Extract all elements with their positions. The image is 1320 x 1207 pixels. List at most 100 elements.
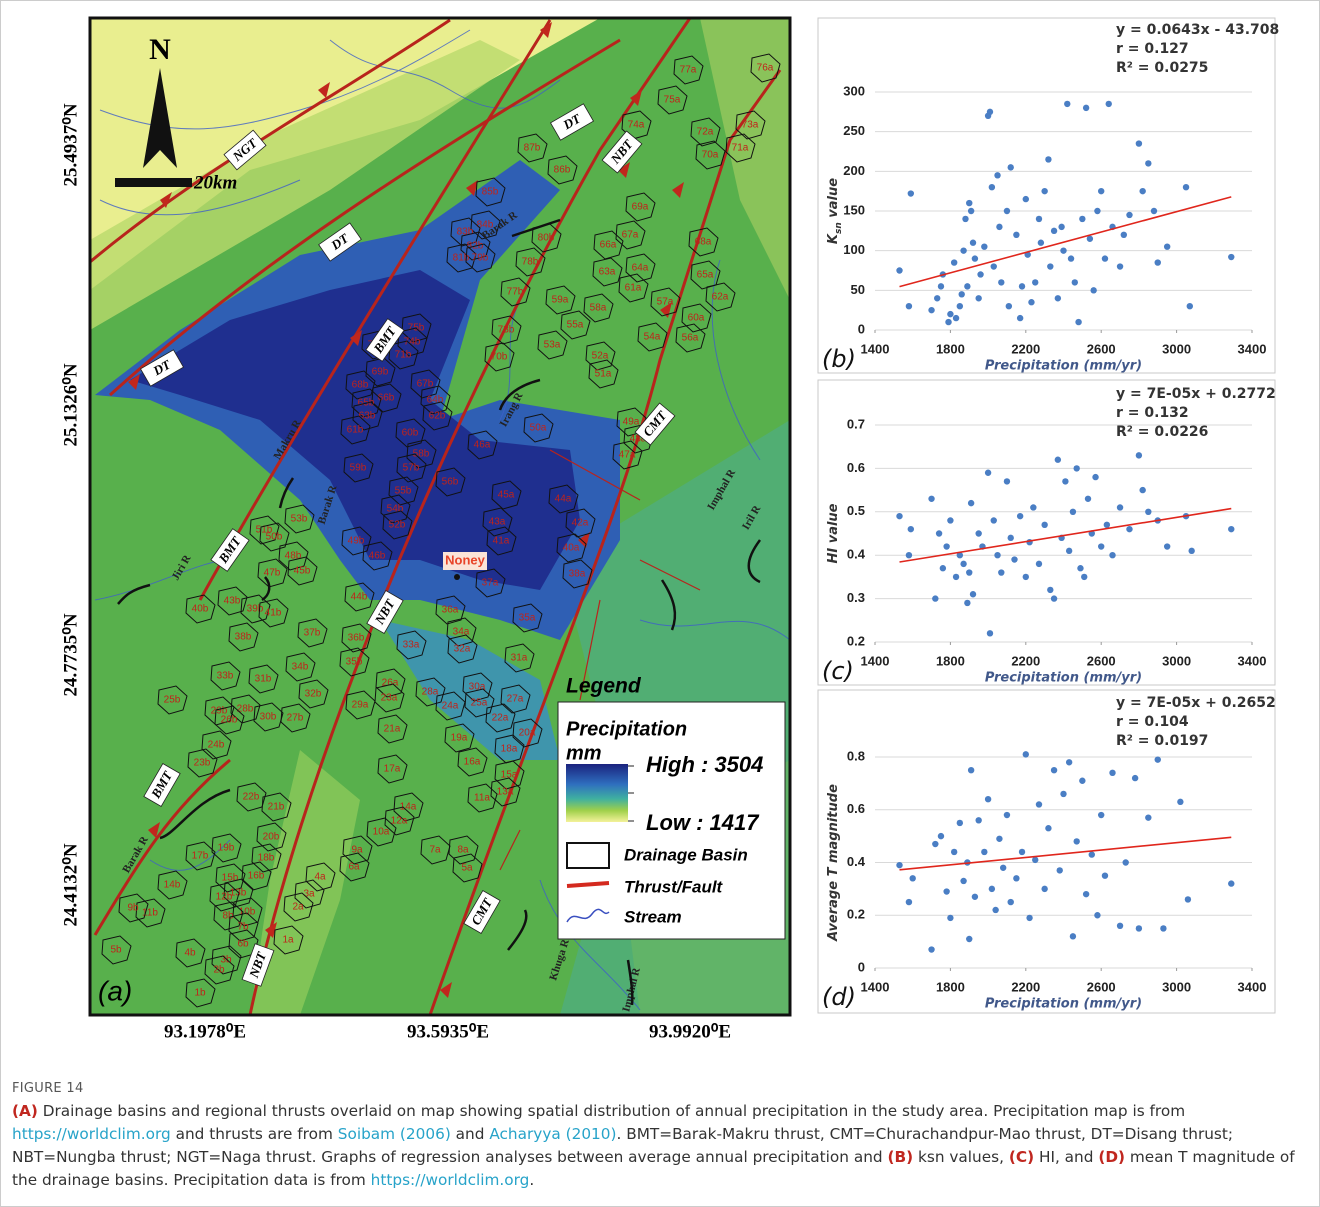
annotation: R² = 0.0226 [1116, 424, 1208, 440]
basin-label: 19b [218, 843, 235, 854]
point [1045, 156, 1051, 162]
point [968, 767, 974, 773]
legend-title: Legend [566, 675, 642, 698]
point [932, 595, 938, 601]
caption-segment[interactable]: https://worldclim.org [12, 1125, 171, 1143]
point [943, 888, 949, 894]
x-axis-title: Precipitation (mm/yr) [985, 671, 1142, 686]
basin-label: 20b [263, 832, 280, 843]
basin-label: 59a [552, 295, 569, 306]
point [996, 224, 1002, 230]
point [987, 630, 993, 636]
y-axis-title-part: Average T magnitude [826, 784, 841, 942]
x-tick-label: 2200 [1011, 979, 1040, 994]
caption-segment[interactable]: Acharyya (2010) [489, 1125, 616, 1143]
x-tick-label: 2200 [1011, 653, 1040, 668]
point [977, 271, 983, 277]
basin-label: 50a [530, 423, 547, 434]
point [1051, 767, 1057, 773]
legend-low: Low : 1417 [646, 810, 760, 835]
longitude-label: 93.5935⁰E [407, 1021, 489, 1042]
point [1094, 912, 1100, 918]
point [928, 946, 934, 952]
point [1064, 101, 1070, 107]
north-label: N [149, 33, 171, 66]
point [1041, 522, 1047, 528]
point [1121, 232, 1127, 238]
point [1072, 279, 1078, 285]
basin-label: 32a [454, 644, 471, 655]
point [1036, 801, 1042, 807]
x-tick-label: 3400 [1238, 653, 1267, 668]
annotation: r = 0.104 [1116, 714, 1189, 730]
basin-label: 33b [217, 671, 234, 682]
basin-label: 28b [237, 704, 254, 715]
point [1000, 865, 1006, 871]
point [1013, 875, 1019, 881]
point [994, 172, 1000, 178]
basin-label: 69a [632, 202, 649, 213]
basin-label: 9b [127, 903, 139, 914]
point [1077, 565, 1083, 571]
legend-item: Drainage Basin [624, 845, 748, 864]
point [1017, 513, 1023, 519]
point [962, 216, 968, 222]
basin-label: 85b [482, 187, 499, 198]
basin-label: 78b [522, 257, 539, 268]
point [1136, 452, 1142, 458]
legend-unit: mm [566, 742, 602, 764]
basin-label: 63b [359, 411, 376, 422]
point [1164, 543, 1170, 549]
legend-item: Stream [624, 907, 682, 926]
point [1109, 770, 1115, 776]
basin-label: 55a [567, 320, 584, 331]
point [1066, 548, 1072, 554]
basin-label: 11a [474, 793, 490, 804]
point [1136, 925, 1142, 931]
annotation: y = 7E-05x + 0.2652 [1116, 695, 1276, 711]
y-tick-label: 100 [843, 242, 865, 257]
point [1117, 504, 1123, 510]
point [1151, 208, 1157, 214]
point [1038, 240, 1044, 246]
town-label: Noney [445, 552, 486, 567]
longitude-label: 93.9920⁰E [649, 1021, 731, 1042]
y-axis-title-part: sn [834, 222, 844, 234]
point [1066, 759, 1072, 765]
caption-segment[interactable]: Soibam (2006) [338, 1125, 451, 1143]
point [1145, 509, 1151, 515]
basin-label: 25b [164, 695, 181, 706]
basin-label: 44b [351, 592, 368, 603]
point [1030, 504, 1036, 510]
point [1185, 896, 1191, 902]
y-tick-label: 200 [843, 163, 865, 178]
basin-label: 68b [352, 380, 369, 391]
point [896, 267, 902, 273]
basin-label: 65a [697, 270, 714, 281]
caption-segment: (D) [1098, 1148, 1125, 1166]
basin-label: 36b [348, 633, 365, 644]
basin-label: 30b [260, 712, 277, 723]
point [991, 263, 997, 269]
point [1013, 232, 1019, 238]
point [1126, 526, 1132, 532]
point [1008, 535, 1014, 541]
point [928, 496, 934, 502]
legend-heading: Precipitation [566, 718, 687, 740]
point [1079, 216, 1085, 222]
basin-label: 44a [555, 494, 572, 505]
basin-label: 40b [192, 604, 209, 615]
town-marker [454, 574, 460, 580]
x-tick-label: 1400 [861, 653, 890, 668]
basin-label: 24a [442, 701, 459, 712]
basin-label: 43b [224, 596, 241, 607]
point [908, 190, 914, 196]
point [1060, 247, 1066, 253]
caption-segment[interactable]: https://worldclim.org [371, 1171, 530, 1189]
point [896, 862, 902, 868]
point [1183, 184, 1189, 190]
point [1126, 212, 1132, 218]
point [968, 500, 974, 506]
point [936, 530, 942, 536]
basin-label: 52b [389, 520, 406, 531]
